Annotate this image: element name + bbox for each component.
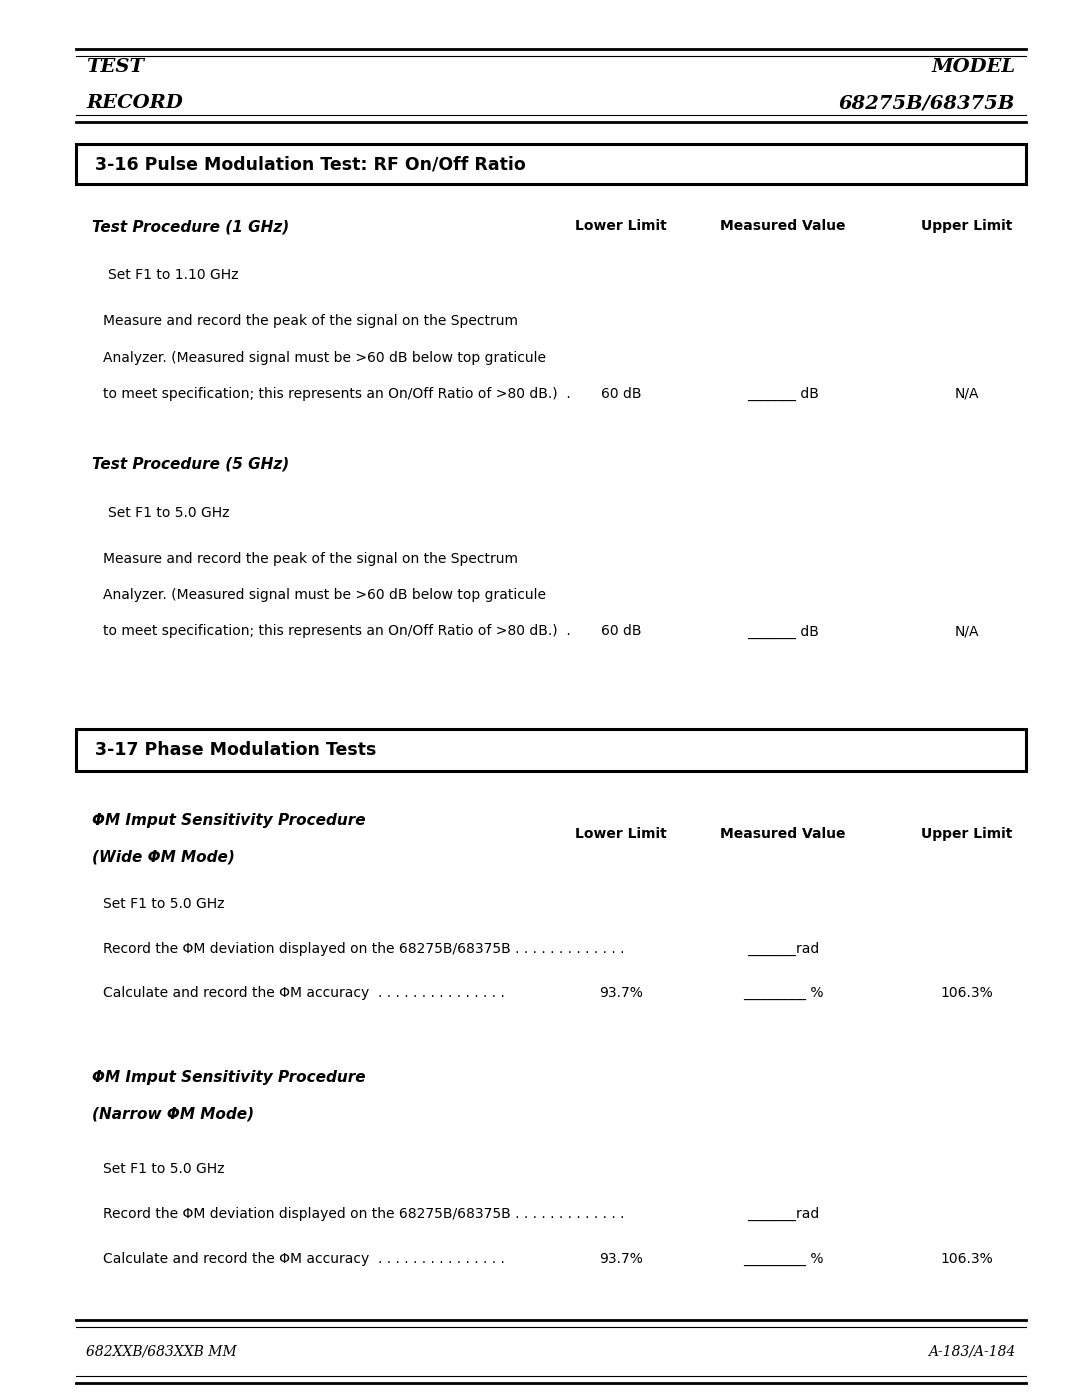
Text: _______ dB: _______ dB [747,624,819,638]
Text: Calculate and record the ΦM accuracy  . . . . . . . . . . . . . . .: Calculate and record the ΦM accuracy . .… [103,1252,504,1266]
Text: (Narrow ΦM Mode): (Narrow ΦM Mode) [92,1106,254,1122]
Text: Measure and record the peak of the signal on the Spectrum: Measure and record the peak of the signa… [103,314,517,328]
FancyBboxPatch shape [76,144,1026,184]
Text: Analyzer. (Measured signal must be >60 dB below top graticule: Analyzer. (Measured signal must be >60 d… [103,588,545,602]
Text: N/A: N/A [955,387,978,401]
Text: Test Procedure (5 GHz): Test Procedure (5 GHz) [92,457,289,472]
Text: Record the ΦM deviation displayed on the 68275B/68375B . . . . . . . . . . . . .: Record the ΦM deviation displayed on the… [103,1207,624,1221]
Text: _______rad: _______rad [747,1207,819,1221]
Text: _________ %: _________ % [743,986,823,1000]
Text: Test Procedure (1 GHz): Test Procedure (1 GHz) [92,219,289,235]
Text: Set F1 to 1.10 GHz: Set F1 to 1.10 GHz [108,268,239,282]
Text: 93.7%: 93.7% [599,1252,643,1266]
Text: Measured Value: Measured Value [720,827,846,841]
Text: Analyzer. (Measured signal must be >60 dB below top graticule: Analyzer. (Measured signal must be >60 d… [103,351,545,365]
Text: ΦM Imput Sensitivity Procedure: ΦM Imput Sensitivity Procedure [92,1070,365,1085]
Text: 93.7%: 93.7% [599,986,643,1000]
Text: _______rad: _______rad [747,942,819,956]
Text: to meet specification; this represents an On/Off Ratio of >80 dB.)  .: to meet specification; this represents a… [103,624,570,638]
Text: Upper Limit: Upper Limit [921,827,1012,841]
Text: N/A: N/A [955,624,978,638]
Text: 682XXB/683XXB MM: 682XXB/683XXB MM [86,1344,238,1359]
Text: TEST: TEST [86,59,145,75]
Text: 106.3%: 106.3% [941,1252,993,1266]
Text: Set F1 to 5.0 GHz: Set F1 to 5.0 GHz [103,897,225,911]
Text: ΦM Imput Sensitivity Procedure: ΦM Imput Sensitivity Procedure [92,813,365,828]
Text: Measured Value: Measured Value [720,219,846,233]
Text: _________ %: _________ % [743,1252,823,1266]
Text: A-183/A-184: A-183/A-184 [928,1344,1015,1359]
Text: _______ dB: _______ dB [747,387,819,401]
Text: 106.3%: 106.3% [941,986,993,1000]
FancyBboxPatch shape [76,729,1026,771]
Text: Lower Limit: Lower Limit [576,219,666,233]
Text: Lower Limit: Lower Limit [576,827,666,841]
Text: 68275B/68375B: 68275B/68375B [839,95,1015,112]
Text: Measure and record the peak of the signal on the Spectrum: Measure and record the peak of the signa… [103,552,517,566]
Text: RECORD: RECORD [86,95,184,112]
Text: 3-16 Pulse Modulation Test: RF On/Off Ratio: 3-16 Pulse Modulation Test: RF On/Off Ra… [95,155,526,173]
Text: 60 dB: 60 dB [600,624,642,638]
Text: Upper Limit: Upper Limit [921,219,1012,233]
Text: 60 dB: 60 dB [600,387,642,401]
Text: Set F1 to 5.0 GHz: Set F1 to 5.0 GHz [103,1162,225,1176]
Text: Calculate and record the ΦM accuracy  . . . . . . . . . . . . . . .: Calculate and record the ΦM accuracy . .… [103,986,504,1000]
Text: to meet specification; this represents an On/Off Ratio of >80 dB.)  .: to meet specification; this represents a… [103,387,570,401]
Text: 3-17 Phase Modulation Tests: 3-17 Phase Modulation Tests [95,742,377,759]
Text: MODEL: MODEL [931,59,1015,75]
Text: Set F1 to 5.0 GHz: Set F1 to 5.0 GHz [108,506,229,520]
Text: Record the ΦM deviation displayed on the 68275B/68375B . . . . . . . . . . . . .: Record the ΦM deviation displayed on the… [103,942,624,956]
Text: (Wide ΦM Mode): (Wide ΦM Mode) [92,849,234,865]
